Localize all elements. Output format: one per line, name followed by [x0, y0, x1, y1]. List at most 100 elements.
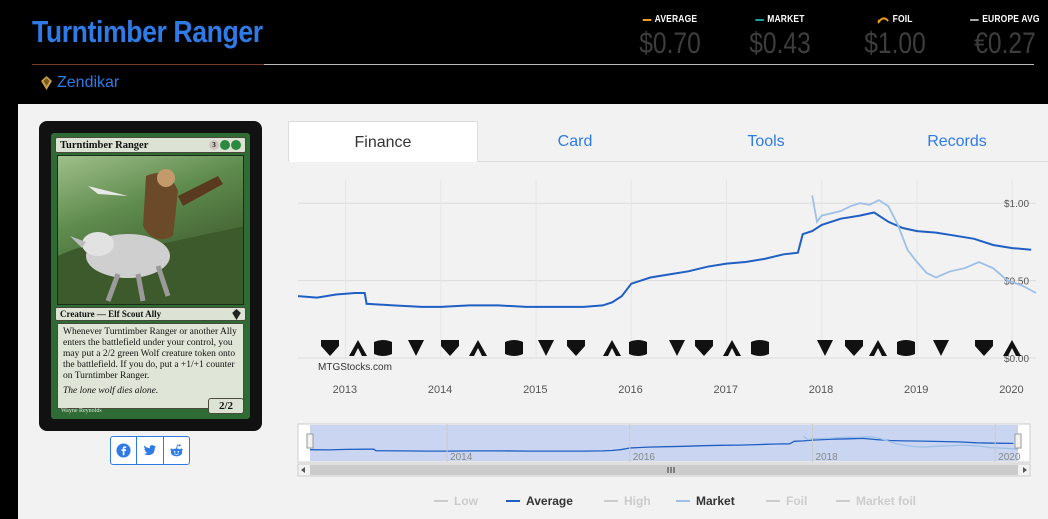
legend-item-market-foil[interactable]: Market foil	[856, 494, 916, 508]
set-release-icon[interactable]	[817, 340, 833, 356]
share-reddit-button[interactable]	[164, 437, 189, 464]
tab-records[interactable]: Records	[927, 132, 987, 150]
legend-item-high[interactable]: High	[624, 494, 651, 508]
card-image[interactable]: Turntimber Ranger 3	[39, 121, 262, 431]
set-release-icon[interactable]	[603, 340, 621, 356]
series-line-market	[811, 195, 1037, 294]
set-release-icon[interactable]	[469, 340, 487, 356]
set-name[interactable]: Zendikar	[57, 74, 120, 91]
set-release-icon[interactable]	[538, 340, 554, 356]
x-tick-label: 2020	[999, 384, 1023, 396]
navigator-handle[interactable]	[306, 433, 314, 449]
header-divider	[264, 64, 1034, 65]
stat-europe-label: EUROPE AVG	[982, 14, 1040, 25]
stat-foil-label: FOIL	[892, 14, 913, 25]
twitter-icon	[144, 445, 157, 456]
y-tick-label: $0.00	[1004, 354, 1029, 365]
card-text-box: Whenever Turntimber Ranger or another Al…	[57, 323, 244, 409]
tab-card[interactable]: Card	[557, 132, 593, 150]
set-release-icon[interactable]	[897, 340, 915, 356]
set-glyph	[933, 340, 949, 356]
card-artist: Wayne Reynolds	[61, 408, 102, 414]
set-glyph	[603, 340, 621, 356]
set-release-icon[interactable]	[629, 340, 647, 356]
set-release-icon[interactable]	[723, 340, 741, 356]
set-glyph	[695, 340, 713, 356]
card-flavor-text: The lone wolf dies alone.	[63, 386, 159, 396]
x-tick-label: 2017	[714, 384, 738, 396]
x-tick-label: 2016	[618, 384, 642, 396]
scrollbar-thumb[interactable]	[310, 465, 1018, 475]
set-release-icon[interactable]	[408, 340, 424, 356]
mana-green-icon	[231, 140, 241, 150]
legend-item-average[interactable]: Average	[526, 494, 573, 508]
set-glyph	[374, 340, 392, 356]
average-dash-icon	[642, 18, 652, 21]
set-glyph	[845, 340, 863, 356]
reddit-icon	[170, 444, 183, 457]
legend-item-market[interactable]: Market	[696, 494, 735, 508]
share-twitter-button[interactable]	[137, 437, 164, 464]
set-release-icon[interactable]	[349, 340, 367, 356]
legend-item-foil[interactable]: Foil	[786, 494, 807, 508]
legend-item-low[interactable]: Low	[454, 494, 479, 508]
scrollbar-grip-icon	[667, 467, 675, 473]
share-facebook-button[interactable]	[111, 437, 138, 464]
scroll-right-arrow-icon[interactable]	[1023, 467, 1027, 473]
price-chart[interactable]: $0.00 $0.50 $1.00 2013 2014 2015 2016 2017 2018 2…	[288, 162, 1048, 519]
zendikar-set-symbol-icon	[232, 308, 241, 320]
set-glyph	[751, 340, 769, 356]
stat-average-label: AVERAGE	[654, 14, 698, 25]
set-glyph	[321, 340, 339, 356]
x-tick-label: 2013	[333, 384, 357, 396]
card-type-bar: Creature — Elf Scout Ally	[55, 307, 246, 321]
market-dash-icon	[755, 18, 764, 21]
title-underline	[32, 64, 264, 65]
share-buttons	[110, 436, 190, 465]
card-name: Turntimber Ranger	[60, 139, 149, 151]
chart-credit: MTGStocks.com	[318, 362, 392, 373]
set-release-icon[interactable]	[505, 340, 523, 356]
set-glyph	[349, 340, 367, 356]
set-release-icon[interactable]	[567, 340, 585, 356]
set-glyph	[538, 340, 554, 356]
navigator-handle[interactable]	[1014, 433, 1022, 449]
card-art	[57, 155, 244, 305]
stat-average: AVERAGE $0.70	[620, 14, 720, 61]
y-tick-label: $0.50	[1004, 277, 1029, 288]
card-name-bar: Turntimber Ranger 3	[55, 137, 246, 153]
foil-arrow-icon	[877, 16, 889, 24]
mana-cost: 3	[209, 140, 241, 150]
x-tick-label: 2015	[523, 384, 547, 396]
set-glyph	[817, 340, 833, 356]
set-release-icon[interactable]	[933, 340, 949, 356]
navigator-tick-label: 2020	[998, 452, 1021, 463]
tab-finance[interactable]: Finance	[288, 121, 478, 163]
stat-foil: FOIL $1.00	[845, 14, 945, 61]
set-release-icon[interactable]	[321, 340, 339, 356]
card-art-illustration	[58, 169, 243, 304]
set-release-icon[interactable]	[669, 340, 685, 356]
navigator-series-market	[802, 435, 1019, 450]
x-tick-label: 2018	[809, 384, 833, 396]
set-release-icon[interactable]	[374, 340, 392, 356]
card-title: Turntimber Ranger	[32, 14, 263, 49]
set-link[interactable]: Zendikar	[41, 74, 119, 92]
set-glyph	[469, 340, 487, 356]
set-release-icon[interactable]	[441, 340, 459, 356]
set-release-icon[interactable]	[1003, 340, 1021, 356]
navigator-selection[interactable]	[310, 425, 1018, 461]
mana-generic-icon: 3	[209, 140, 219, 150]
set-glyph	[505, 340, 523, 356]
set-release-icon[interactable]	[695, 340, 713, 356]
scroll-left-arrow-icon[interactable]	[301, 467, 305, 473]
set-glyph	[441, 340, 459, 356]
set-release-icon[interactable]	[751, 340, 769, 356]
set-release-icon[interactable]	[975, 340, 993, 356]
tab-tools[interactable]: Tools	[747, 132, 785, 150]
mana-green-icon	[220, 140, 230, 150]
set-release-icon[interactable]	[869, 340, 887, 356]
set-glyph	[408, 340, 424, 356]
set-release-icon[interactable]	[845, 340, 863, 356]
